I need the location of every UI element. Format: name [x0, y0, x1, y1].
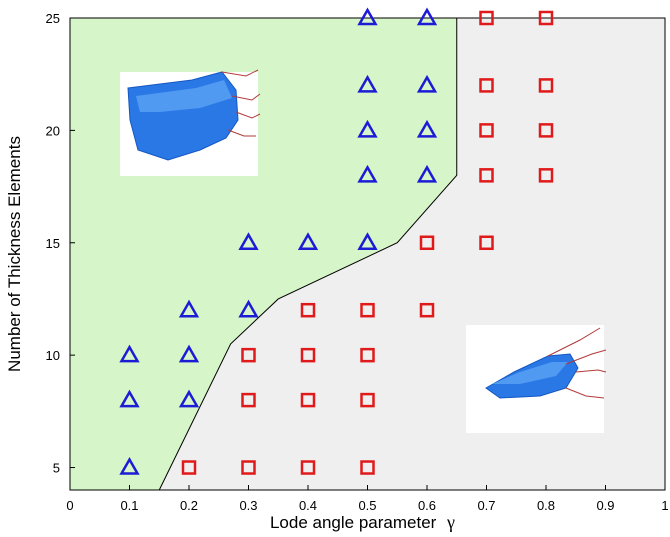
triangle-marker [119, 389, 140, 408]
square-marker [300, 347, 316, 363]
square-marker [241, 460, 256, 475]
square-marker [419, 235, 435, 251]
square-marker [538, 168, 554, 183]
square-marker [479, 235, 494, 251]
triangle-marker [357, 7, 378, 26]
triangle-marker [178, 299, 200, 318]
x-axis-label-text: Lode angle parameter [270, 513, 437, 532]
x-tick-label: 0.7 [477, 498, 495, 513]
square-marker [300, 302, 316, 318]
square-marker [479, 78, 494, 93]
triangle-marker [357, 74, 378, 93]
x-tick-label: 0.4 [299, 498, 317, 513]
x-tick-label: 1 [661, 498, 668, 513]
square-marker [538, 10, 554, 26]
specimen-image-upper [120, 69, 261, 176]
triangle-marker [178, 344, 200, 363]
inset-layer [120, 69, 607, 433]
square-marker [360, 460, 375, 475]
square-marker [360, 302, 375, 318]
specimen-image-upper-specimen-highlight [136, 80, 232, 112]
triangle-marker [357, 164, 378, 183]
x-tick-label: 0 [66, 498, 73, 513]
triangle-marker [416, 7, 438, 26]
specimen-image-lower-wires [547, 327, 607, 399]
square-marker [538, 123, 554, 138]
marker-layer [119, 7, 554, 475]
x-tick-label: 0.1 [120, 498, 138, 513]
x-axis-ticks: 0 0.1 0.2 0.3 0.4 0.5 0.6 0.7 0.8 0.9 1 [66, 485, 669, 513]
y-axis-ticks: 5 10 15 20 25 [46, 11, 75, 476]
triangle-marker [297, 232, 319, 251]
specimen-image-lower [466, 325, 607, 433]
triangle-marker [119, 344, 140, 363]
x-axis-label: Lode angle parameter γ [270, 512, 455, 532]
triangle-marker [238, 299, 259, 318]
triangle-marker [416, 74, 438, 93]
x-tick-label: 0.9 [596, 498, 614, 513]
triangle-marker [357, 232, 378, 251]
x-tick-label: 0.8 [537, 498, 555, 513]
y-tick-label: 20 [46, 123, 60, 138]
x-tick-label: 0.6 [418, 498, 436, 513]
y-tick-label: 15 [46, 236, 60, 251]
specimen-image-upper-wires [221, 69, 261, 137]
triangle-marker [119, 457, 140, 475]
x-tick-label: 0.2 [180, 498, 198, 513]
square-marker [538, 78, 554, 93]
y-axis-label: Number of Thickness Elements [5, 136, 24, 372]
square-marker [300, 392, 316, 408]
square-marker [479, 168, 494, 183]
square-marker [419, 302, 435, 318]
square-marker [181, 460, 197, 475]
y-tick-label: 5 [53, 461, 60, 476]
region-boundary-line [158, 18, 458, 491]
specimen-image-lower-specimen-highlight [492, 362, 568, 384]
triangle-marker [238, 232, 259, 251]
triangle-marker [416, 164, 438, 183]
x-tick-label: 0.5 [358, 498, 376, 513]
square-marker [479, 123, 494, 138]
x-tick-label: 0.3 [239, 498, 257, 513]
square-marker [360, 392, 375, 408]
triangle-marker [357, 119, 378, 138]
square-marker [300, 460, 316, 475]
square-marker [479, 10, 494, 26]
square-marker [241, 392, 256, 408]
x-axis-label-symbol: γ [446, 512, 455, 532]
triangle-marker [178, 389, 200, 408]
y-tick-label: 25 [46, 11, 60, 26]
triangle-marker [416, 119, 438, 138]
square-marker [241, 347, 256, 363]
y-tick-label: 10 [46, 348, 60, 363]
square-marker [360, 347, 375, 363]
